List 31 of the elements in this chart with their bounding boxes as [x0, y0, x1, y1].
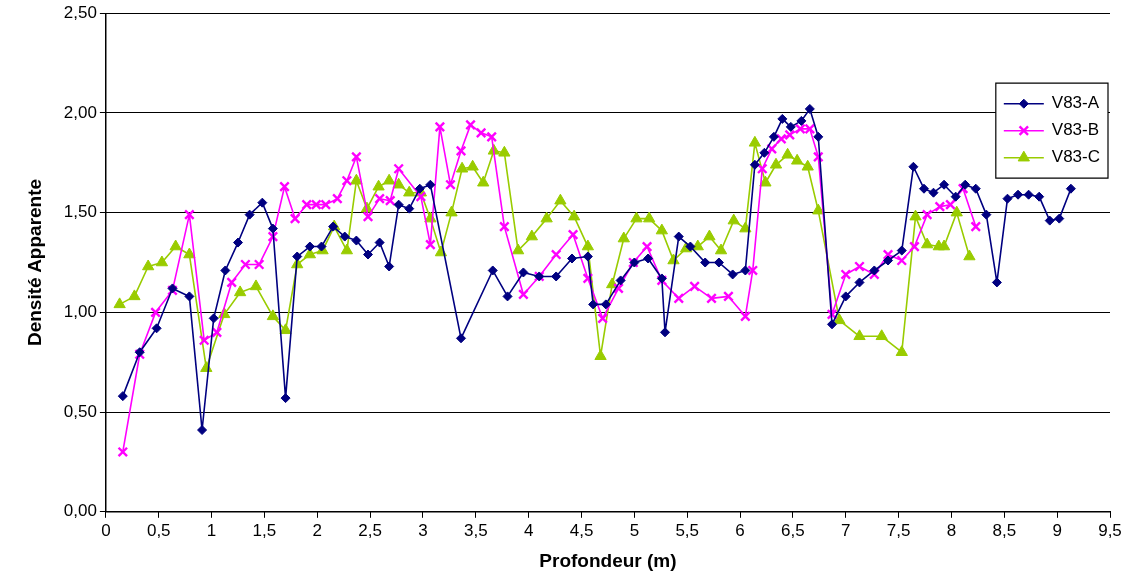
legend-label: V83-B: [1051, 120, 1100, 140]
x-tick-label: 1,5: [252, 520, 277, 540]
x-tick-label: 2,5: [358, 520, 382, 540]
x-tick-label: 0,5: [146, 520, 171, 540]
y-tick-label: 2,00: [63, 102, 97, 122]
x-tick-label: 8,5: [992, 520, 1017, 540]
x-tick-label: 1: [206, 520, 217, 540]
y-tick-label: 1,00: [63, 302, 97, 322]
x-tick-label: 9,5: [1098, 520, 1122, 540]
legend-label: V83-C: [1051, 147, 1100, 167]
y-tick-label: 0,50: [63, 401, 97, 421]
x-tick-label: 3: [418, 520, 428, 540]
x-tick-label: 7: [841, 520, 851, 540]
x-tick-label: 5,5: [675, 520, 700, 540]
x-tick-label: 6,5: [781, 520, 805, 540]
x-tick-label: 9: [1052, 520, 1062, 540]
x-tick-label: 3,5: [464, 520, 488, 540]
x-tick-label: 4,5: [569, 520, 594, 540]
x-tick-label: 2: [312, 520, 323, 540]
y-axis-title: Densité Apparente: [23, 178, 45, 347]
x-tick-label: 5: [629, 520, 640, 540]
y-tick-label: 0,00: [63, 501, 97, 521]
x-tick-label: 6: [735, 520, 745, 540]
x-tick-label: 0: [101, 520, 111, 540]
y-tick-label: 1,50: [63, 202, 97, 222]
legend-label: V83-A: [1051, 93, 1100, 113]
y-tick-label: 2,50: [63, 2, 97, 22]
x-tick-label: 8: [946, 520, 957, 540]
x-tick-label: 7,5: [886, 520, 911, 540]
x-tick-label: 4: [523, 520, 534, 540]
x-axis-title: Profondeur (m): [539, 549, 677, 571]
